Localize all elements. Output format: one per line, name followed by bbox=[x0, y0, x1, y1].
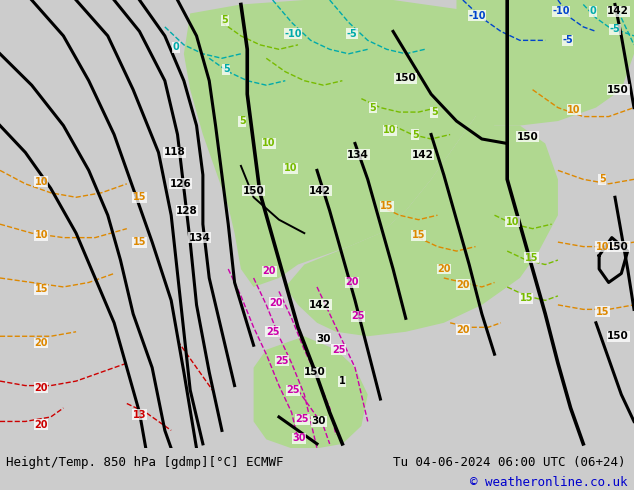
Text: 150: 150 bbox=[517, 132, 538, 142]
Polygon shape bbox=[456, 0, 634, 125]
Polygon shape bbox=[254, 336, 368, 448]
Text: 10: 10 bbox=[505, 217, 519, 227]
Text: 25: 25 bbox=[266, 327, 280, 337]
Text: 25: 25 bbox=[295, 414, 309, 424]
Text: 0: 0 bbox=[590, 6, 596, 16]
Text: 15: 15 bbox=[133, 192, 146, 202]
Text: 15: 15 bbox=[595, 307, 609, 317]
Text: 150: 150 bbox=[395, 74, 417, 83]
Text: 25: 25 bbox=[351, 311, 365, 321]
Text: 5: 5 bbox=[431, 107, 437, 117]
Text: 20: 20 bbox=[456, 324, 470, 335]
Text: 10: 10 bbox=[567, 105, 581, 115]
Text: 134: 134 bbox=[347, 149, 369, 160]
Text: 10: 10 bbox=[595, 242, 609, 251]
Text: 142: 142 bbox=[412, 149, 434, 160]
Text: 10: 10 bbox=[34, 230, 48, 241]
Text: 25: 25 bbox=[332, 344, 346, 355]
Text: 126: 126 bbox=[170, 179, 191, 189]
Text: 5: 5 bbox=[239, 116, 245, 126]
Text: 118: 118 bbox=[164, 147, 185, 157]
Text: 10: 10 bbox=[283, 163, 297, 173]
Text: 30: 30 bbox=[316, 334, 330, 343]
Text: Tu 04-06-2024 06:00 UTC (06+24): Tu 04-06-2024 06:00 UTC (06+24) bbox=[393, 456, 626, 469]
Polygon shape bbox=[184, 0, 507, 287]
Text: 10: 10 bbox=[383, 125, 397, 135]
Text: 150: 150 bbox=[304, 367, 326, 377]
Text: 10: 10 bbox=[34, 176, 48, 187]
Text: Height/Temp. 850 hPa [gdmp][°C] ECMWF: Height/Temp. 850 hPa [gdmp][°C] ECMWF bbox=[6, 456, 284, 469]
Polygon shape bbox=[285, 108, 558, 336]
Text: 15: 15 bbox=[519, 293, 533, 303]
Text: 128: 128 bbox=[176, 206, 198, 216]
Text: 5: 5 bbox=[223, 65, 230, 74]
Text: 20: 20 bbox=[437, 264, 451, 274]
Text: 15: 15 bbox=[411, 230, 425, 241]
Text: 20: 20 bbox=[456, 280, 470, 290]
Text: 20: 20 bbox=[269, 297, 283, 308]
Text: 5: 5 bbox=[222, 15, 228, 25]
Text: 5: 5 bbox=[370, 102, 376, 113]
Text: -5: -5 bbox=[562, 35, 573, 46]
Text: 30: 30 bbox=[292, 434, 306, 443]
Text: 150: 150 bbox=[607, 242, 629, 251]
Text: 15: 15 bbox=[34, 284, 48, 294]
Text: 20: 20 bbox=[34, 419, 48, 430]
Text: 134: 134 bbox=[189, 233, 210, 243]
Text: 142: 142 bbox=[607, 6, 629, 16]
Text: 20: 20 bbox=[345, 277, 359, 288]
Text: -10: -10 bbox=[284, 28, 302, 39]
Text: 20: 20 bbox=[34, 338, 48, 348]
Text: 20: 20 bbox=[34, 383, 48, 393]
Polygon shape bbox=[558, 31, 609, 58]
Text: 5: 5 bbox=[599, 174, 605, 184]
Text: 15: 15 bbox=[133, 237, 146, 247]
Text: 150: 150 bbox=[607, 331, 629, 341]
Text: 13: 13 bbox=[133, 410, 146, 420]
Text: 5: 5 bbox=[412, 129, 418, 140]
Text: -5: -5 bbox=[610, 24, 620, 34]
Text: 10: 10 bbox=[262, 139, 276, 148]
Text: © weatheronline.co.uk: © weatheronline.co.uk bbox=[470, 476, 628, 489]
Text: 1: 1 bbox=[339, 376, 346, 386]
Text: 142: 142 bbox=[309, 186, 331, 196]
Text: 25: 25 bbox=[286, 385, 300, 395]
Text: -10: -10 bbox=[468, 11, 486, 21]
Text: 15: 15 bbox=[380, 201, 394, 211]
Text: 25: 25 bbox=[275, 356, 289, 366]
Text: -5: -5 bbox=[347, 28, 357, 39]
Text: 30: 30 bbox=[312, 416, 326, 426]
Text: 150: 150 bbox=[607, 85, 629, 95]
Text: -10: -10 bbox=[552, 6, 570, 16]
Text: 0: 0 bbox=[173, 42, 179, 52]
Text: 20: 20 bbox=[262, 266, 276, 276]
Text: 15: 15 bbox=[524, 253, 538, 263]
Text: 142: 142 bbox=[309, 300, 331, 310]
Text: 150: 150 bbox=[243, 186, 264, 196]
